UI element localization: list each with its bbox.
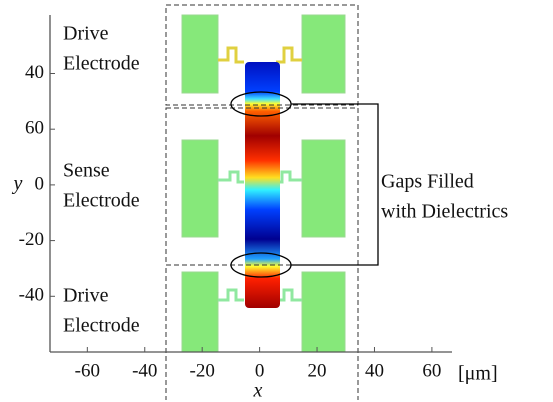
x-tick-label: -60 — [75, 360, 100, 381]
x-tick-label: -20 — [190, 360, 215, 381]
y-tick-label: 60 — [25, 118, 44, 139]
annotation: Electrode — [63, 53, 140, 75]
annotation: Sense — [63, 160, 110, 182]
y-axis-label: y — [12, 173, 23, 195]
region-boxes — [165, 4, 359, 400]
y-tick-label: -20 — [19, 229, 44, 250]
x-tick-label: 40 — [365, 360, 384, 381]
x-tick-label: 0 — [255, 360, 265, 381]
gap-markers — [230, 91, 379, 278]
annotation: Drive — [63, 23, 109, 45]
y-tick-label: 40 — [25, 62, 44, 83]
x-unit: [μm] — [458, 363, 498, 385]
x-tick-label: 20 — [308, 360, 327, 381]
field-drawing — [181, 14, 346, 353]
annotation: Electrode — [63, 315, 140, 337]
y-tick-label: -40 — [19, 285, 44, 306]
annotation: Electrode — [63, 190, 140, 212]
annotation: with Dielectrics — [381, 201, 508, 223]
x-tick-label: 60 — [422, 360, 441, 381]
y-tick-label: 0 — [35, 173, 45, 194]
x-axis-label: x — [253, 380, 263, 402]
annotation: Drive — [63, 285, 109, 307]
x-tick-label: -40 — [132, 360, 157, 381]
annotation: Gaps Filled — [381, 171, 474, 193]
